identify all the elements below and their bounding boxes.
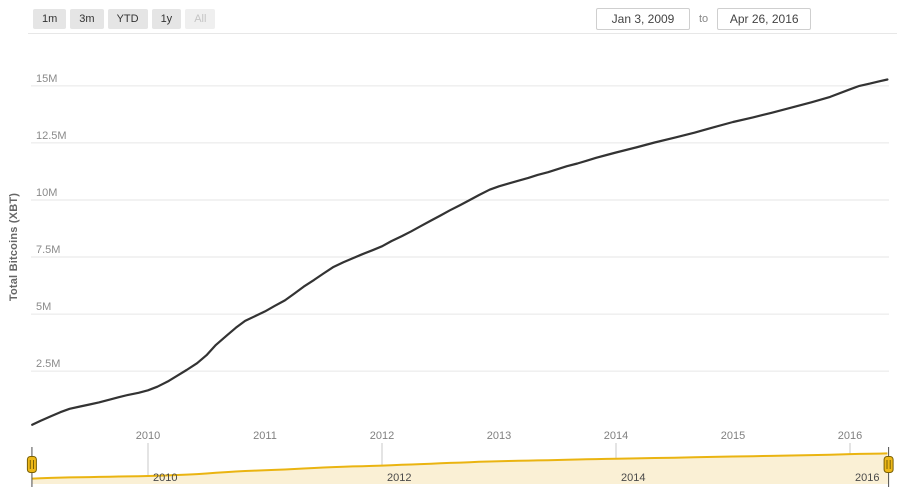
range-selector: 1m 3m YTD 1y All bbox=[33, 9, 216, 29]
navigator-axis-label: 2012 bbox=[387, 472, 411, 484]
x-axis-label: 2015 bbox=[721, 430, 745, 442]
date-range-separator: to bbox=[699, 13, 709, 25]
y-axis-label: 15M bbox=[36, 73, 57, 85]
range-button-3m[interactable]: 3m bbox=[70, 9, 104, 29]
y-axis-label: 10M bbox=[36, 187, 57, 199]
series-line bbox=[31, 78, 889, 426]
y-axis-label: 12.5M bbox=[36, 130, 67, 142]
range-button-all[interactable]: All bbox=[185, 9, 216, 29]
x-axis-label: 2011 bbox=[253, 430, 277, 442]
navigator-axis-label: 2016 bbox=[855, 472, 879, 484]
y-axis-label: 2.5M bbox=[36, 358, 60, 370]
range-button-1y[interactable]: 1y bbox=[151, 9, 182, 29]
navigator-axis-label: 2010 bbox=[153, 472, 177, 484]
range-button-ytd[interactable]: YTD bbox=[107, 9, 148, 29]
navigator-handle-right[interactable] bbox=[883, 447, 894, 487]
navigator-handle-left[interactable] bbox=[26, 447, 37, 487]
y-axis-label: 5M bbox=[36, 301, 51, 313]
date-to-input[interactable]: Apr 26, 2016 bbox=[717, 8, 812, 30]
date-range: Jan 3, 2009 to Apr 26, 2016 bbox=[596, 8, 812, 30]
x-axis-label: 2013 bbox=[487, 430, 511, 442]
navigator-line bbox=[32, 452, 888, 480]
handle-grip bbox=[883, 456, 894, 473]
navigator-area[interactable] bbox=[31, 453, 889, 484]
navigator-axis-label: 2014 bbox=[621, 472, 645, 484]
date-from-input[interactable]: Jan 3, 2009 bbox=[596, 8, 690, 30]
x-axis-label: 2010 bbox=[136, 430, 160, 442]
x-axis-label: 2014 bbox=[604, 430, 628, 442]
y-axis-label: 7.5M bbox=[36, 244, 60, 256]
x-axis-label: 2012 bbox=[370, 430, 394, 442]
y-axis-title: Total Bitcoins (XBT) bbox=[8, 192, 20, 302]
handle-grip bbox=[26, 456, 37, 473]
range-button-1m[interactable]: 1m bbox=[33, 9, 67, 29]
x-axis-label: 2016 bbox=[838, 430, 862, 442]
